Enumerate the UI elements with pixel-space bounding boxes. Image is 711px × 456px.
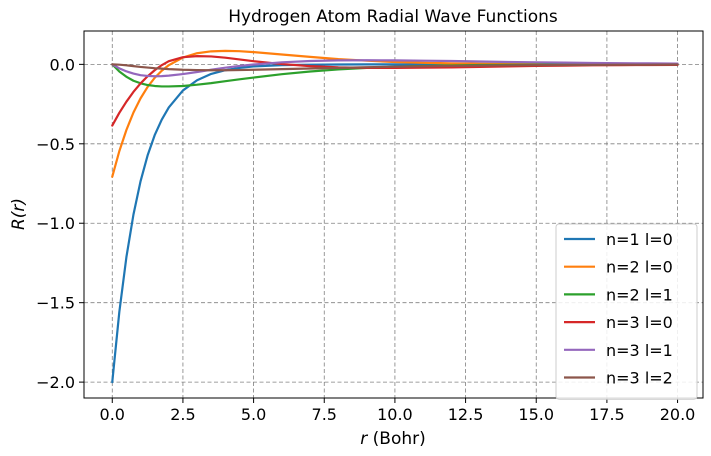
legend-label: n=3 l=0 xyxy=(606,313,673,332)
y-tick-label: 0.0 xyxy=(50,55,75,74)
y-axis-ticks: 0.0 −0.5 −1.0 −1.5 −2.0 xyxy=(36,55,84,392)
series-line-5 xyxy=(111,59,679,78)
x-tick-label: 20.0 xyxy=(660,405,696,424)
legend: n=1 l=0 n=2 l=0 n=2 l=1 n=3 l=0 n=3 l=1 n=3 l… xyxy=(555,223,698,400)
plot-frame xyxy=(83,30,704,399)
y-tick-label: −2.0 xyxy=(36,373,75,392)
legend-label: n=3 l=2 xyxy=(606,369,673,388)
chart-title: Hydrogen Atom Radial Wave Functions xyxy=(228,7,558,27)
x-tick-label: 12.5 xyxy=(448,405,484,424)
legend-label: n=1 l=0 xyxy=(606,230,673,249)
y-axis-label: R(r) xyxy=(9,198,29,230)
x-axis-ticks: 0.0 2.5 5.0 7.5 10.0 12.5 15.0 17.5 20.0 xyxy=(100,398,696,424)
series-lines xyxy=(111,49,679,384)
legend-label: n=2 l=1 xyxy=(606,285,673,304)
x-tick-label: 2.5 xyxy=(170,405,195,424)
x-tick-label: 5.0 xyxy=(241,405,266,424)
x-tick-label: 7.5 xyxy=(312,405,337,424)
x-tick-label: 17.5 xyxy=(589,405,625,424)
x-tick-label: 0.0 xyxy=(100,405,125,424)
x-tick-label: 10.0 xyxy=(377,405,413,424)
legend-label: n=2 l=0 xyxy=(606,258,673,277)
legend-label: n=3 l=1 xyxy=(606,341,673,360)
x-axis-label-var: r xyxy=(360,429,368,449)
x-axis-label: r (Bohr) xyxy=(360,429,426,449)
x-tick-label: 15.0 xyxy=(518,405,554,424)
x-axis-label-unit: (Bohr) xyxy=(367,429,426,449)
y-tick-label: −0.5 xyxy=(36,135,75,154)
y-tick-label: −1.0 xyxy=(36,214,75,233)
series-line-6 xyxy=(111,63,679,72)
y-tick-label: −1.5 xyxy=(36,294,75,313)
